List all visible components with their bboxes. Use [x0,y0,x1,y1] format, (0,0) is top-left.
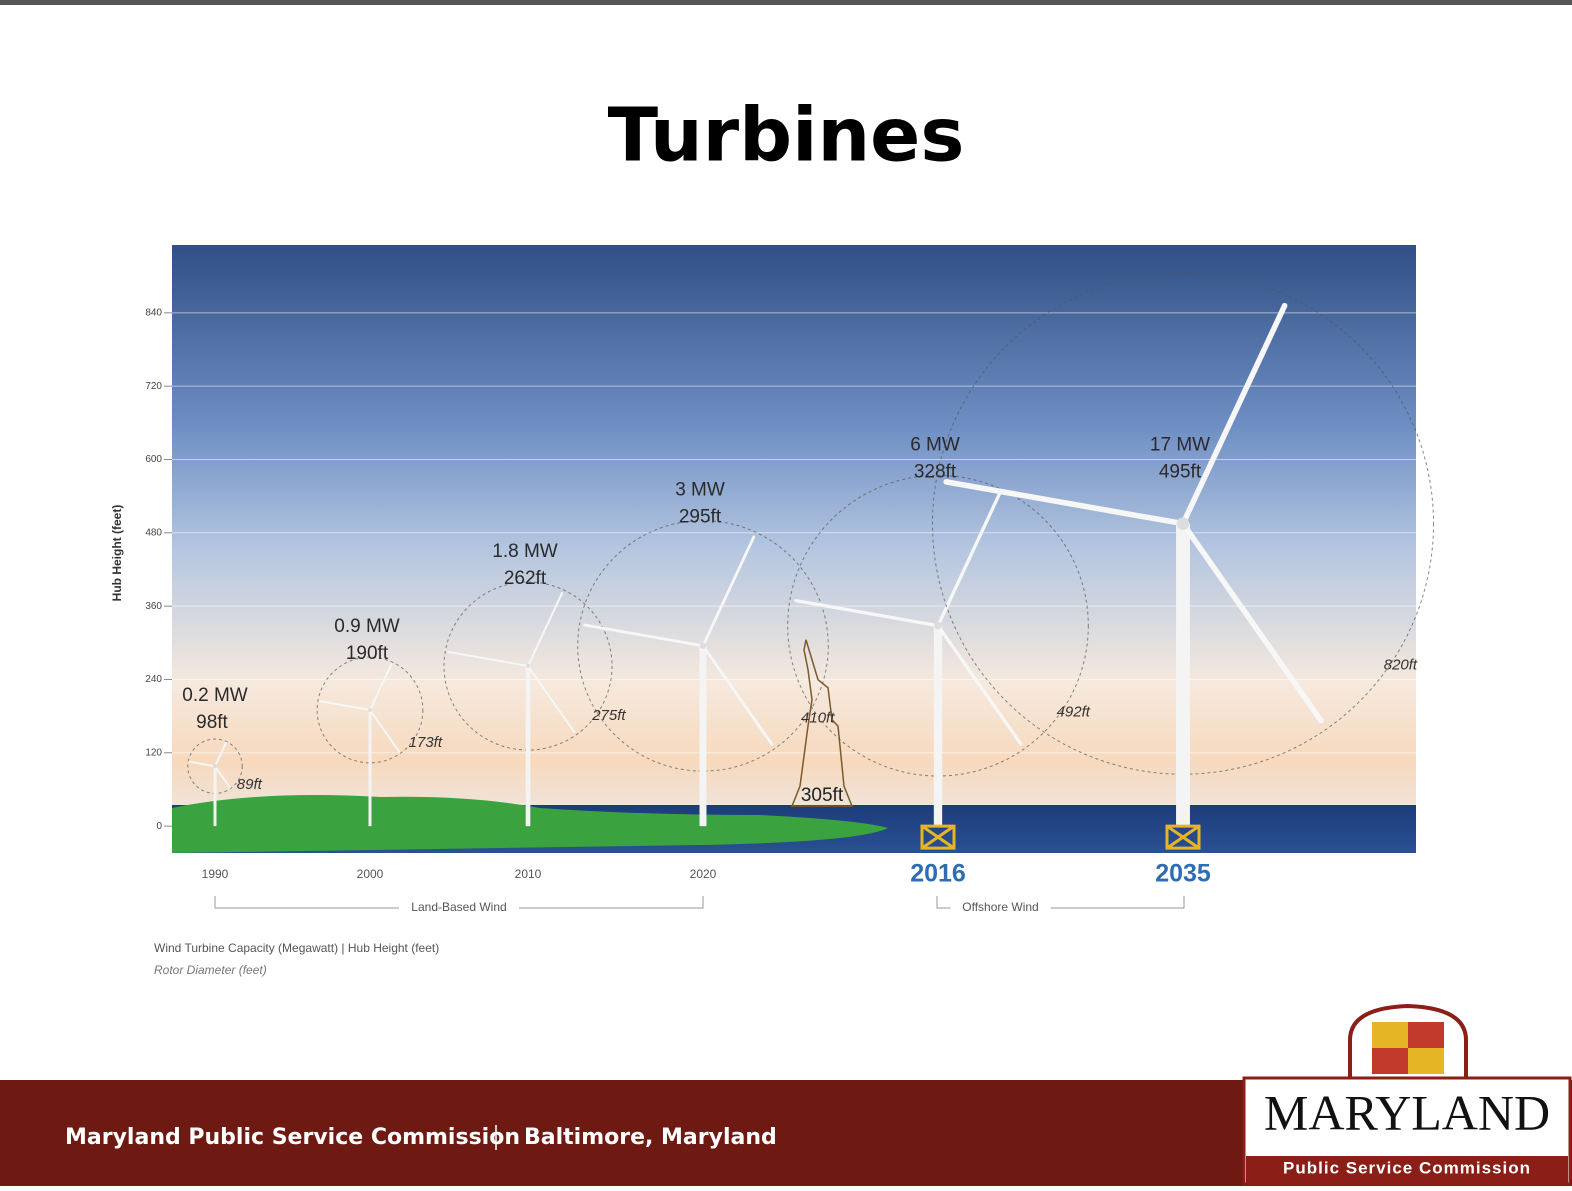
hub-height-label: 98ft [196,712,228,733]
logo: MARYLAND Public Service Commission [1242,1003,1572,1186]
x-tick-label: 1990 [202,867,229,881]
capacity-label: 3 MW [675,480,725,501]
y-axis-label: Hub Height (feet) [110,505,124,602]
hub [368,708,372,713]
rotor-label: 275ft [591,707,626,724]
blade [1180,520,1324,724]
group-label: Offshore Wind [962,900,1038,914]
logo-flag [1408,1022,1444,1048]
slide-title: Turbines [608,93,965,179]
hub-height-label: 295ft [679,507,722,528]
note: Rotor Diameter (feet) [154,963,267,977]
blade [936,493,1001,628]
group-bracket [936,896,1185,909]
rotor-circle [443,581,613,751]
blade [214,741,228,768]
x-tick-label: 2020 [690,867,717,881]
blade [943,479,1186,527]
y-tick-label: 480 [145,527,162,538]
y-tick-label: 120 [145,747,162,758]
blade [701,535,756,648]
hub-height-label: 262ft [504,568,547,589]
hub-height-label: 495ft [1159,462,1202,483]
blade [701,644,774,746]
logo-flag [1408,1048,1444,1074]
statue [790,639,854,807]
blade [936,624,1023,746]
rotor-circle [577,520,829,772]
rotor-label: 89ft [237,776,263,793]
rotor-label: 492ft [1057,703,1091,720]
hub [934,621,942,630]
logo-subtitle: Public Service Commission [1283,1158,1531,1177]
hub [1176,517,1190,530]
hub [213,764,217,769]
blade [794,598,940,628]
x-tick-label: 2035 [1155,860,1211,888]
capacity-label: 17 MW [1150,435,1210,456]
group-label-bg [399,900,519,916]
note: Wind Turbine Capacity (Megawatt) | Hub H… [154,941,439,955]
blade [369,663,393,712]
blade [319,700,371,712]
blade [1180,302,1288,527]
logo-flag [1372,1022,1408,1048]
rotor-label: 410ft [801,710,835,727]
x-tick-label: 2016 [910,860,966,888]
x-tick-label: 2010 [515,867,542,881]
blade [583,623,705,648]
y-tick-label: 240 [145,674,162,685]
hub [699,642,707,649]
y-tick-label: 600 [145,454,162,465]
rotor-label: 173ft [409,734,443,751]
hub [525,663,531,669]
blade [369,709,401,753]
landmark-label: 305ft [801,785,844,806]
rotor-label: 820ft [1384,656,1418,673]
logo-flag [1372,1048,1408,1074]
footer-right: Baltimore, Maryland [524,1125,777,1150]
blade [447,651,529,668]
rotor-circle [931,272,1435,775]
hub-height-label: 190ft [346,643,389,664]
x-tick-label: 2000 [357,867,384,881]
foundation [920,824,956,850]
y-tick-label: 720 [145,381,162,392]
y-tick-label: 840 [145,307,162,318]
capacity-label: 0.9 MW [334,616,400,637]
top-bar [0,0,1572,5]
y-tick-label: 360 [145,601,162,612]
capacity-label: 6 MW [910,434,960,455]
blade [214,765,231,789]
foundation [1165,824,1201,850]
capacity-label: 0.2 MW [182,685,248,706]
capacity-label: 1.8 MW [492,541,558,562]
chart-background [172,245,1416,853]
blade [527,665,576,734]
logo-band [1246,1156,1568,1183]
blade [527,591,564,668]
group-label: Land-Based Wind [411,900,506,914]
y-tick-label: 0 [156,821,162,832]
group-label-bg [950,900,1051,916]
rotor-circle [316,656,424,764]
hub-height-label: 328ft [914,461,957,482]
footer-left: Maryland Public Service Commission [65,1125,520,1150]
logo-title: MARYLAND [1264,1084,1550,1140]
blade [188,760,216,768]
